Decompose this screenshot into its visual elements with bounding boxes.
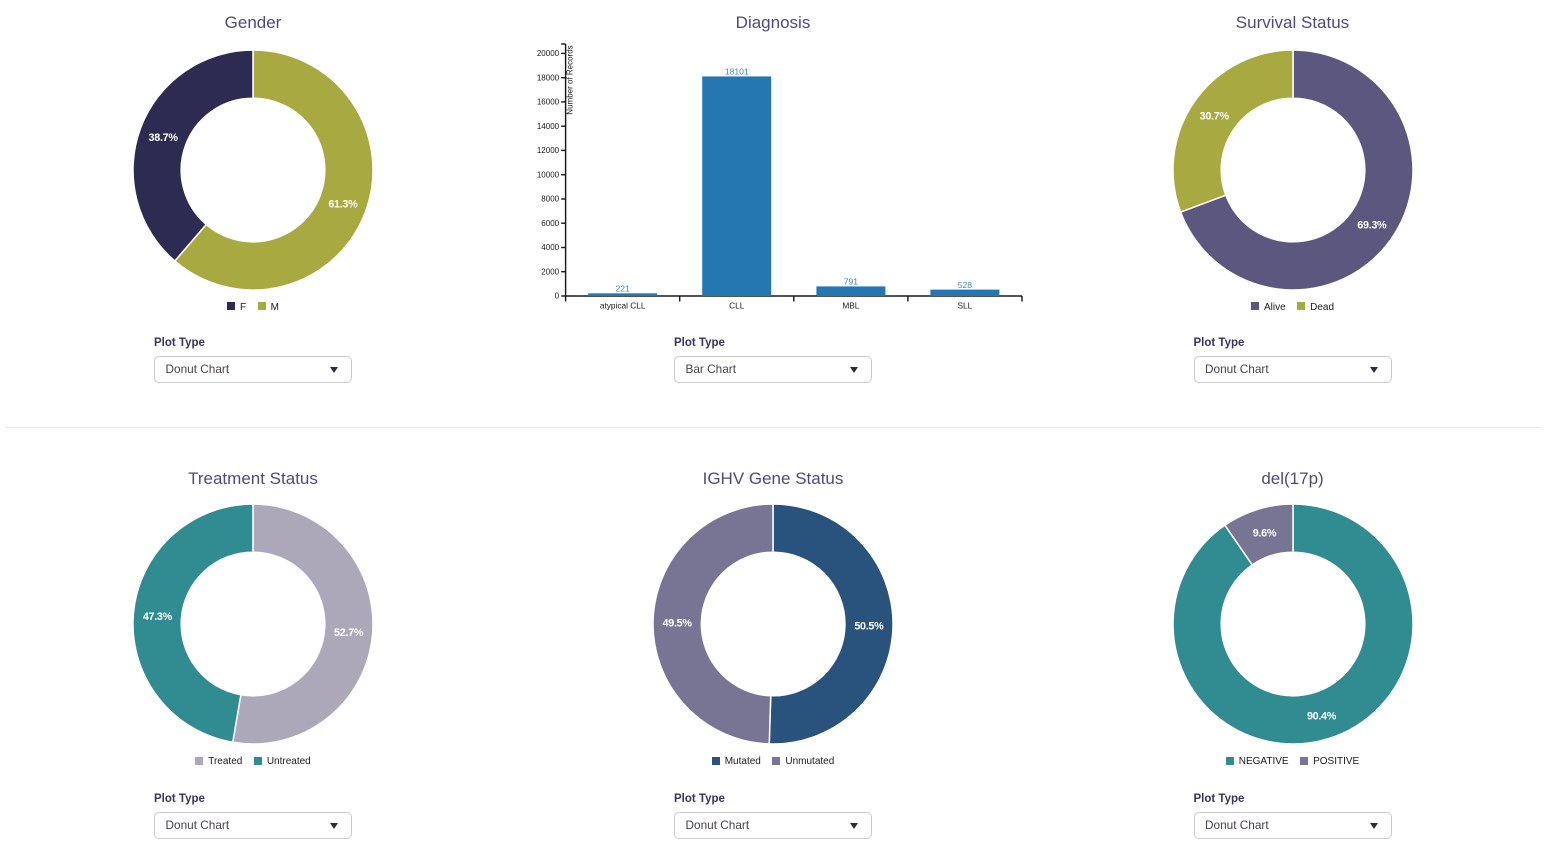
svg-text:69.3%: 69.3%	[1357, 220, 1387, 232]
svg-text:4000: 4000	[541, 243, 559, 252]
svg-text:10000: 10000	[537, 170, 560, 179]
svg-text:14000: 14000	[537, 122, 560, 131]
svg-text:9.6%: 9.6%	[1252, 528, 1276, 540]
svg-text:16000: 16000	[537, 98, 560, 107]
svg-text:49.5%: 49.5%	[663, 618, 693, 630]
svg-text:50.5%: 50.5%	[854, 621, 884, 633]
svg-text:30.7%: 30.7%	[1199, 111, 1229, 123]
svg-text:90.4%: 90.4%	[1306, 711, 1336, 723]
svg-text:2000: 2000	[541, 267, 559, 276]
svg-text:MBL: MBL	[842, 300, 859, 310]
svg-text:CLL: CLL	[729, 300, 745, 310]
svg-text:52.7%: 52.7%	[334, 627, 364, 639]
svg-text:Number of Records: Number of Records	[566, 45, 575, 114]
svg-text:221: 221	[616, 284, 631, 294]
svg-text:18101: 18101	[725, 67, 749, 77]
svg-text:8000: 8000	[541, 195, 559, 204]
svg-text:0: 0	[555, 292, 560, 301]
svg-text:atypical CLL: atypical CLL	[600, 300, 646, 310]
svg-text:12000: 12000	[537, 146, 560, 155]
svg-text:791: 791	[844, 277, 859, 287]
svg-text:20000: 20000	[537, 49, 560, 58]
svg-text:47.3%: 47.3%	[143, 611, 173, 623]
svg-text:6000: 6000	[541, 219, 559, 228]
svg-text:528: 528	[958, 280, 973, 290]
svg-text:SLL: SLL	[958, 300, 973, 310]
svg-text:38.7%: 38.7%	[149, 132, 179, 144]
svg-text:18000: 18000	[537, 73, 560, 82]
svg-text:61.3%: 61.3%	[328, 198, 358, 210]
